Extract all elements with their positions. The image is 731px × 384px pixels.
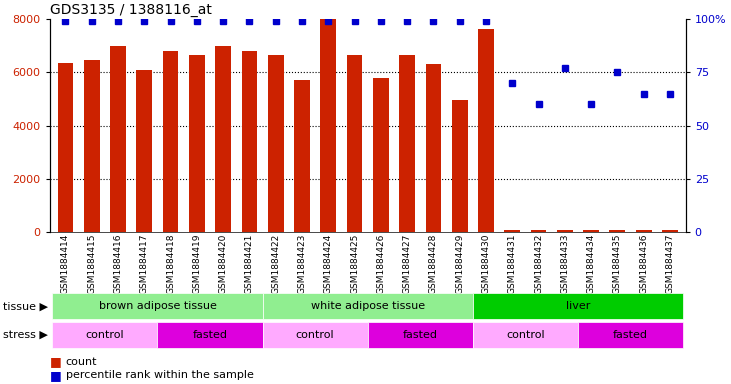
Text: GSM1884432: GSM1884432 xyxy=(534,233,543,294)
Text: GSM1884435: GSM1884435 xyxy=(613,233,622,294)
Text: GSM1884425: GSM1884425 xyxy=(350,233,359,294)
Bar xyxy=(504,230,520,232)
Text: GSM1884424: GSM1884424 xyxy=(324,233,333,294)
Text: count: count xyxy=(66,356,97,367)
Text: GSM1884426: GSM1884426 xyxy=(376,233,385,294)
Bar xyxy=(53,322,157,348)
Text: GSM1884417: GSM1884417 xyxy=(140,233,149,294)
Text: stress ▶: stress ▶ xyxy=(4,330,48,340)
Bar xyxy=(320,19,336,232)
Bar xyxy=(262,293,473,319)
Bar xyxy=(268,55,284,232)
Bar xyxy=(578,322,683,348)
Bar xyxy=(215,46,231,232)
Text: fasted: fasted xyxy=(192,330,227,340)
Text: GSM1884428: GSM1884428 xyxy=(429,233,438,294)
Bar xyxy=(425,65,442,232)
Text: fasted: fasted xyxy=(403,330,438,340)
Text: GSM1884419: GSM1884419 xyxy=(192,233,201,294)
Text: GSM1884427: GSM1884427 xyxy=(403,233,412,294)
Bar xyxy=(557,230,572,232)
Bar xyxy=(583,230,599,232)
Text: GSM1884422: GSM1884422 xyxy=(271,233,280,294)
Bar xyxy=(262,322,368,348)
Text: GSM1884430: GSM1884430 xyxy=(482,233,491,294)
Bar xyxy=(157,322,262,348)
Text: tissue ▶: tissue ▶ xyxy=(3,301,48,311)
Bar xyxy=(473,322,578,348)
Bar xyxy=(610,230,625,232)
Bar xyxy=(241,51,257,232)
Text: GSM1884437: GSM1884437 xyxy=(665,233,675,294)
Text: GSM1884433: GSM1884433 xyxy=(560,233,569,294)
Bar xyxy=(452,101,468,232)
Text: GSM1884420: GSM1884420 xyxy=(219,233,227,294)
Text: control: control xyxy=(86,330,124,340)
Text: white adipose tissue: white adipose tissue xyxy=(311,301,425,311)
Text: ■: ■ xyxy=(50,369,61,382)
Text: GSM1884418: GSM1884418 xyxy=(166,233,175,294)
Bar xyxy=(473,293,683,319)
Text: GSM1884423: GSM1884423 xyxy=(298,233,306,294)
Text: GSM1884415: GSM1884415 xyxy=(87,233,96,294)
Bar xyxy=(373,78,389,232)
Text: fasted: fasted xyxy=(613,330,648,340)
Text: GSM1884414: GSM1884414 xyxy=(61,233,70,294)
Bar xyxy=(399,55,415,232)
Text: GSM1884431: GSM1884431 xyxy=(508,233,517,294)
Bar xyxy=(137,70,152,232)
Bar xyxy=(294,81,310,232)
Bar xyxy=(531,230,546,232)
Bar xyxy=(84,61,99,232)
Text: liver: liver xyxy=(566,301,590,311)
Text: GSM1884429: GSM1884429 xyxy=(455,233,464,294)
Text: GSM1884421: GSM1884421 xyxy=(245,233,254,294)
Text: percentile rank within the sample: percentile rank within the sample xyxy=(66,370,254,381)
Bar xyxy=(110,46,126,232)
Text: control: control xyxy=(296,330,335,340)
Bar xyxy=(346,55,363,232)
Text: brown adipose tissue: brown adipose tissue xyxy=(99,301,216,311)
Text: GSM1884436: GSM1884436 xyxy=(639,233,648,294)
Bar xyxy=(58,63,73,232)
Bar xyxy=(163,51,178,232)
Text: GDS3135 / 1388116_at: GDS3135 / 1388116_at xyxy=(50,3,211,17)
Text: control: control xyxy=(506,330,545,340)
Bar xyxy=(478,28,494,232)
Text: GSM1884434: GSM1884434 xyxy=(586,233,596,294)
Bar xyxy=(662,230,678,232)
Bar xyxy=(53,293,262,319)
Bar xyxy=(368,322,473,348)
Bar xyxy=(189,55,205,232)
Bar xyxy=(636,230,651,232)
Text: GSM1884416: GSM1884416 xyxy=(113,233,123,294)
Text: ■: ■ xyxy=(50,355,61,368)
